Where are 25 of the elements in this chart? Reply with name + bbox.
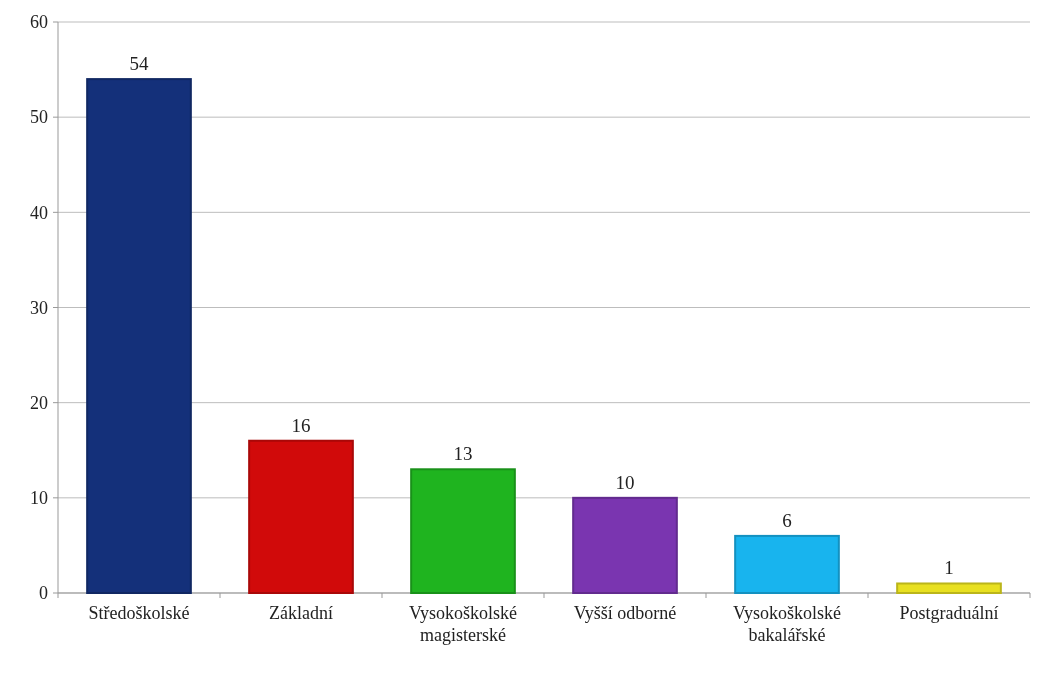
bar [410,468,516,594]
x-tick-label: Vyšší odborné [573,603,677,623]
y-tick-label: 50 [30,107,48,128]
y-tick-label: 20 [30,392,48,413]
bar [86,78,192,594]
x-tick-label: Vysokoškolské magisterské [408,603,518,645]
data-label: 1 [944,557,954,579]
y-tick-label: 30 [30,297,48,318]
data-label: 16 [291,414,311,436]
data-label: 6 [782,509,792,531]
y-tick-label: 60 [30,12,48,33]
y-tick-label: 10 [30,488,48,509]
bar [734,534,840,594]
y-tick-label: 0 [39,583,48,604]
bar [572,496,678,594]
x-tick-label: Základní [269,603,333,623]
x-tick-label: Středoškolské [88,603,190,623]
bar [896,582,1002,594]
x-tick-label: Vysokoškolské bakalářské [732,603,842,645]
bar [248,439,354,594]
x-tick-label: Postgraduální [899,603,999,623]
data-label: 54 [129,53,149,75]
data-label: 10 [615,471,635,493]
data-label: 13 [453,443,473,465]
y-tick-label: 40 [30,202,48,223]
